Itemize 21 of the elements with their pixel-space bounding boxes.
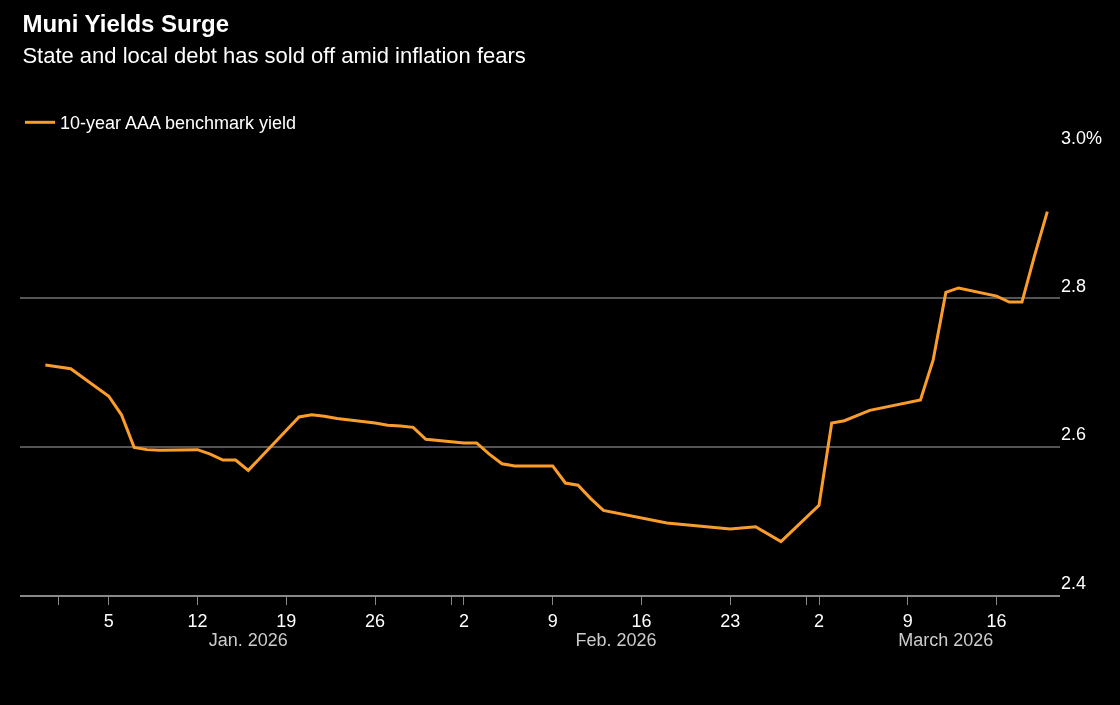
chart-subtitle: State and local debt has sold off amid inflation fears [22,42,526,68]
x-tick-label: 12 [187,610,208,631]
x-tick-label: 16 [631,610,652,631]
y-tick-label: 2.4 [1061,572,1087,593]
y-tick-label: 3.0% [1061,127,1103,148]
x-tick-label: 9 [547,610,558,631]
x-tick-label: 26 [365,610,386,631]
x2-tick-label: Jan. 2026 [208,630,288,650]
x2-tick-label: Feb. 2026 [575,630,657,650]
x-tick-label: 19 [276,610,297,631]
x-tick-label: 5 [103,610,114,631]
x-tick-label: 16 [986,610,1007,631]
y-tick-label: 2.6 [1061,424,1087,445]
legend-label: 10-year AAA benchmark yield [60,113,297,134]
x-tick-label: 9 [902,610,913,631]
x-tick-label: 23 [720,610,741,631]
x2-tick-label: March 2026 [898,630,994,650]
x-tick-label: 2 [458,610,469,631]
x-tick-label: 2 [814,610,825,631]
y-tick-label: 2.8 [1061,276,1087,297]
chart-title: Muni Yields Surge [22,9,230,37]
